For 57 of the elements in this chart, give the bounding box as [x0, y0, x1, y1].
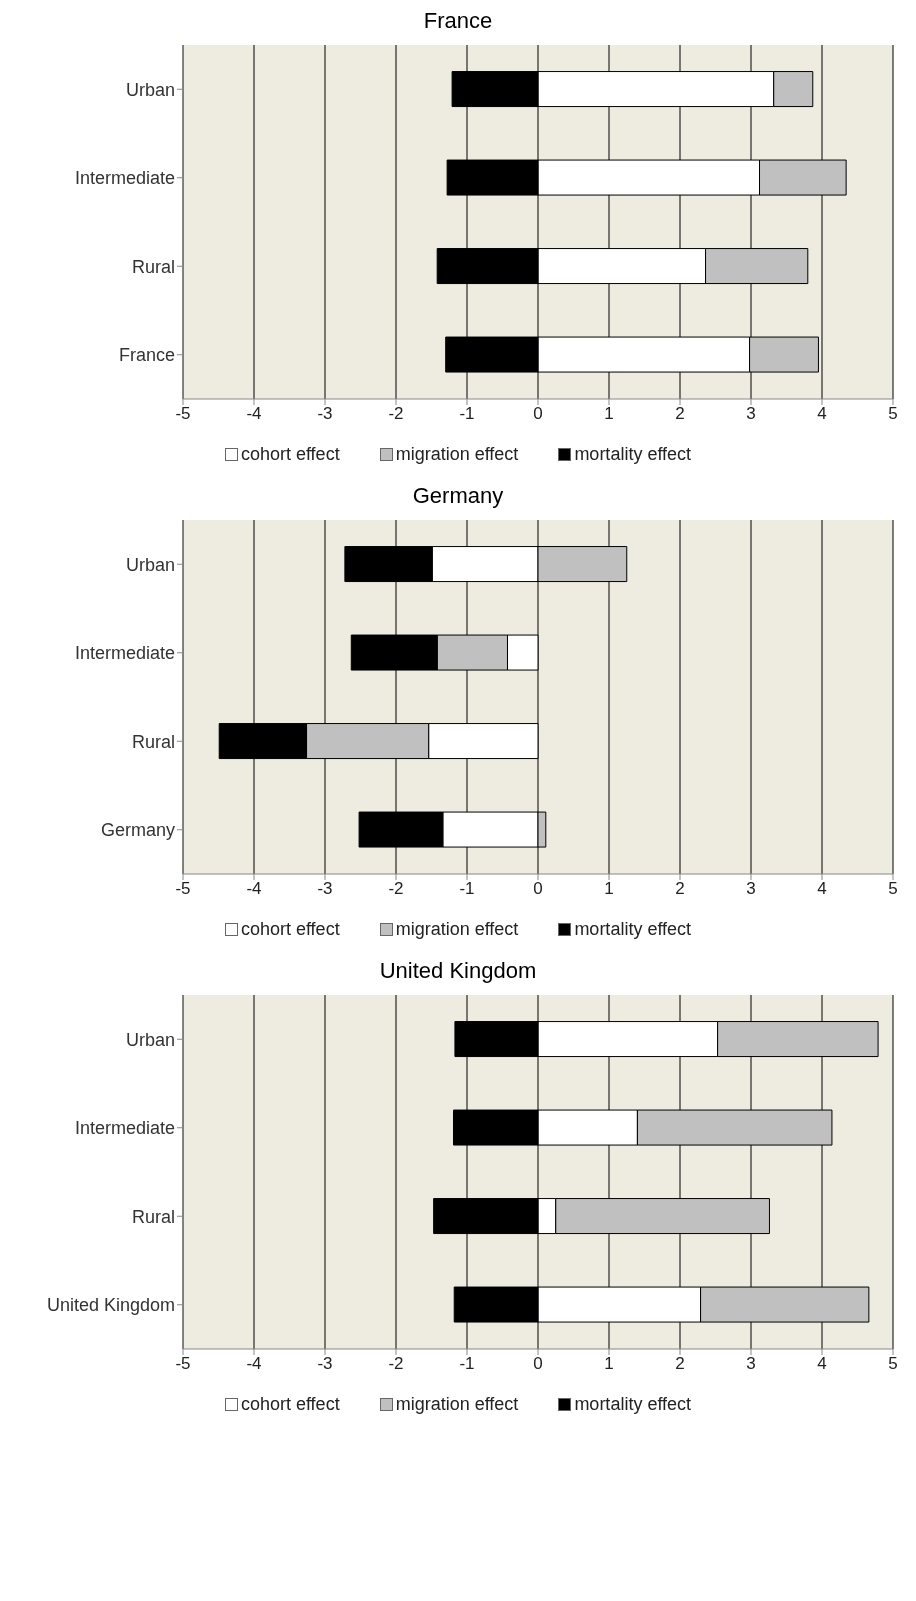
x-tick-label: 3	[746, 1354, 756, 1374]
x-tick-label: -5	[175, 404, 191, 424]
x-tick-label: -4	[246, 404, 262, 424]
x-tick-label: -2	[388, 879, 404, 899]
legend-label: cohort effect	[240, 919, 340, 940]
y-tick-label: Urban	[125, 1029, 175, 1050]
legend-label: migration effect	[395, 919, 519, 940]
y-tick-label: Urban	[125, 79, 175, 100]
x-tick-label: 3	[746, 879, 756, 899]
y-tick-label: Rural	[131, 731, 175, 752]
x-tick-label: -4	[246, 1354, 262, 1374]
x-tick-label: -1	[459, 404, 475, 424]
x-tick-label: 4	[817, 1354, 827, 1374]
x-tick-label: -3	[317, 879, 333, 899]
x-tick-label: -5	[175, 1354, 191, 1374]
legend-label: mortality effect	[574, 1394, 692, 1415]
y-tick-label: United Kingdom	[46, 1295, 175, 1316]
chart-title: France	[422, 8, 494, 34]
x-tick-label: 3	[746, 404, 756, 424]
x-tick-label: 5	[888, 404, 898, 424]
y-tick-label: Germany	[100, 820, 175, 841]
x-tick-label: 4	[817, 404, 827, 424]
x-tick-label: 0	[533, 1354, 543, 1374]
x-tick-label: 5	[888, 879, 898, 899]
x-tick-label: 0	[533, 879, 543, 899]
x-tick-label: 5	[888, 1354, 898, 1374]
x-tick-label: 4	[817, 879, 827, 899]
y-tick-label: Rural	[131, 256, 175, 277]
legend-label: cohort effect	[240, 444, 340, 465]
x-tick-label: -2	[388, 1354, 404, 1374]
legend-label: mortality effect	[574, 444, 692, 465]
x-tick-label: -5	[175, 879, 191, 899]
chart-title: United Kingdom	[378, 958, 538, 984]
x-tick-label: 1	[604, 1354, 614, 1374]
x-tick-label: 2	[675, 404, 685, 424]
y-tick-label: Intermediate	[74, 168, 175, 189]
x-tick-label: 1	[604, 404, 614, 424]
y-tick-label: Rural	[131, 1206, 175, 1227]
x-tick-label: -1	[459, 879, 475, 899]
y-tick-label: Intermediate	[74, 643, 175, 664]
chart-title: Germany	[411, 483, 505, 509]
x-tick-label: -1	[459, 1354, 475, 1374]
x-tick-label: -3	[317, 1354, 333, 1374]
x-tick-label: 0	[533, 404, 543, 424]
legend-label: migration effect	[395, 1394, 519, 1415]
x-tick-label: -3	[317, 404, 333, 424]
x-tick-label: 2	[675, 1354, 685, 1374]
legend-label: migration effect	[395, 444, 519, 465]
legend-label: mortality effect	[574, 919, 692, 940]
y-tick-label: Intermediate	[74, 1118, 175, 1139]
legend-label: cohort effect	[240, 1394, 340, 1415]
x-tick-label: -2	[388, 404, 404, 424]
y-tick-label: France	[118, 345, 175, 366]
x-tick-label: -4	[246, 879, 262, 899]
x-tick-label: 2	[675, 879, 685, 899]
x-tick-label: 1	[604, 879, 614, 899]
y-tick-label: Urban	[125, 554, 175, 575]
